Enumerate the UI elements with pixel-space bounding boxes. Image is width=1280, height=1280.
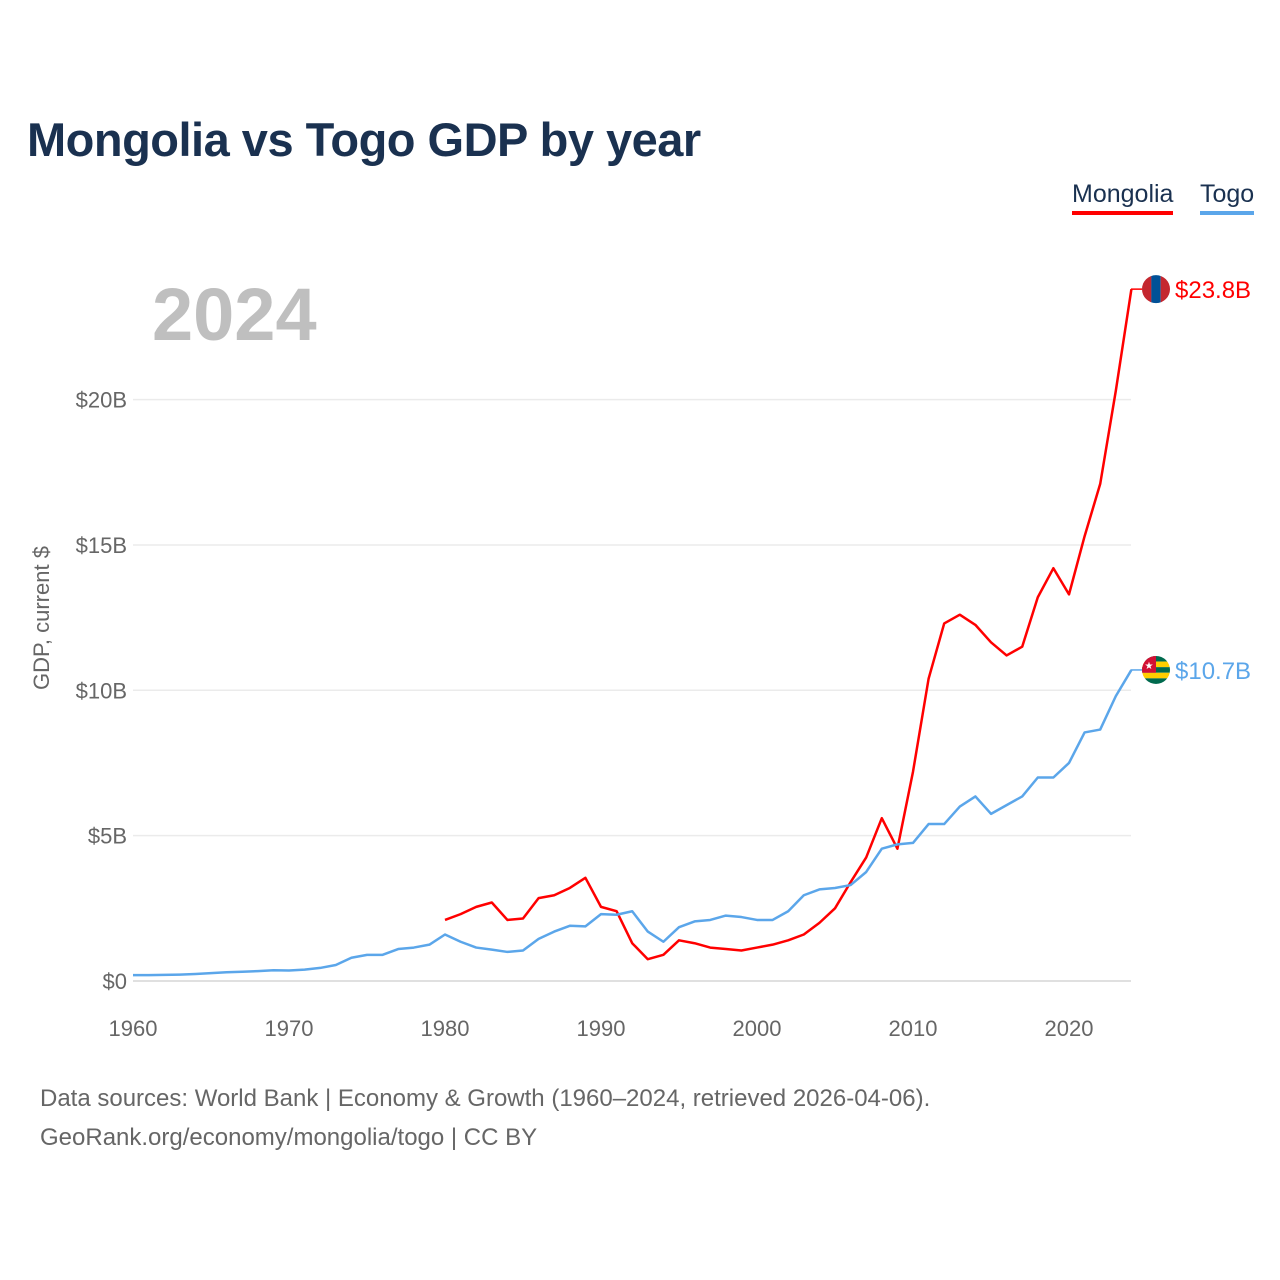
- year-label: 2024: [152, 273, 317, 356]
- togo-flag-icon: ★: [1142, 655, 1170, 684]
- source-link[interactable]: GeoRank.org/economy/mongolia/togo | CC B…: [40, 1124, 538, 1151]
- y-tick-label: $15B: [76, 533, 127, 558]
- y-tick-label: $5B: [88, 824, 127, 849]
- y-tick-label: $0: [103, 969, 127, 994]
- x-tick-label: 1970: [265, 1016, 314, 1041]
- legend-mongolia[interactable]: Mongolia: [1072, 180, 1174, 215]
- x-tick-label: 1990: [577, 1016, 626, 1041]
- x-tick-label: 2000: [733, 1016, 782, 1041]
- series-line-mongolia: [444, 288, 1133, 961]
- x-tick-label: 2010: [889, 1016, 938, 1041]
- series-line-togo: [133, 669, 1133, 977]
- end-value-label: $23.8B: [1175, 277, 1251, 304]
- source-text: Data sources: World Bank | Economy & Gro…: [40, 1085, 931, 1112]
- legend-togo[interactable]: Togo: [1200, 180, 1255, 215]
- x-tick-label: 1960: [109, 1016, 158, 1041]
- x-tick-label: 2020: [1045, 1016, 1094, 1041]
- svg-text:★: ★: [1145, 661, 1154, 672]
- x-tick-label: 1980: [421, 1016, 470, 1041]
- y-tick-label: $20B: [76, 388, 127, 413]
- mongolia-flag-icon: [1142, 275, 1170, 304]
- y-tick-label: $10B: [76, 678, 127, 703]
- end-value-label: $10.7B: [1175, 658, 1251, 685]
- chart-title: Mongolia vs Togo GDP by year: [27, 113, 701, 166]
